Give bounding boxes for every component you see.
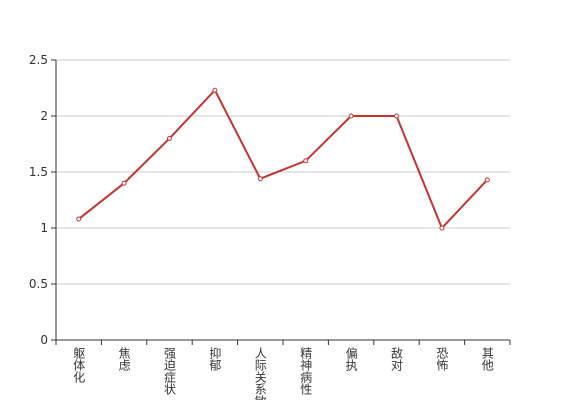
x-tick-label: 恐怖 — [435, 347, 449, 371]
x-tick-label: 抑郁 — [208, 346, 222, 372]
y-tick-label: 2 — [40, 109, 48, 123]
point — [303, 158, 309, 164]
point — [484, 177, 490, 183]
x-tick-label: 敌对 — [390, 346, 404, 371]
y-tick-label: 1.5 — [29, 165, 48, 179]
point — [348, 113, 354, 119]
point — [439, 225, 445, 231]
point — [76, 216, 82, 222]
point — [257, 176, 263, 182]
y-tick-label: 0 — [40, 333, 48, 347]
line — [78, 88, 489, 230]
point — [394, 113, 399, 119]
x-tick-label: 强迫症状 — [163, 347, 177, 395]
x-tick-label: 躯体化 — [72, 346, 86, 384]
point — [212, 87, 218, 93]
x-tick-label: 人际关系敏感 — [253, 347, 267, 400]
point — [121, 180, 127, 186]
point — [167, 135, 172, 141]
y-tick-label: 1 — [40, 221, 48, 235]
x-tick-label: 偏执 — [344, 346, 358, 372]
x-tick-label: 其他 — [480, 347, 494, 371]
x-tick-label: 精神病性 — [299, 347, 313, 396]
x-tick-label: 焦虑 — [117, 347, 131, 371]
y-tick-label: 0.5 — [29, 277, 48, 291]
y-tick-label: 2.5 — [29, 53, 48, 67]
